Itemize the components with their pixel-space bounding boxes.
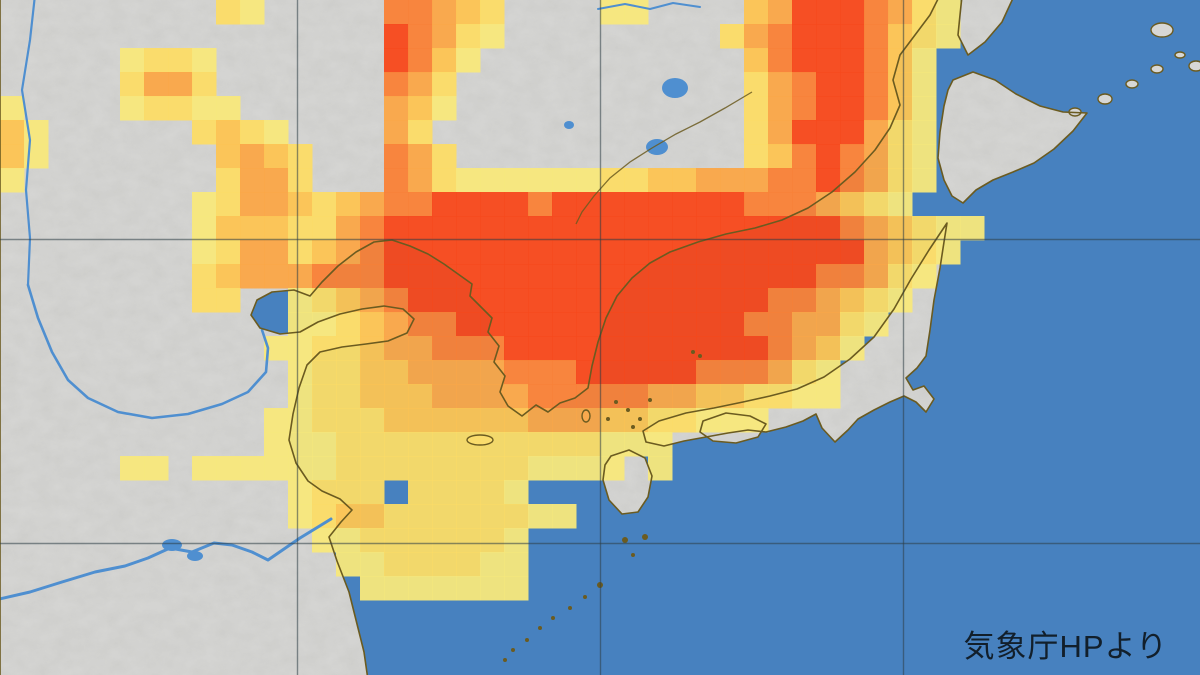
- islet: [626, 408, 630, 412]
- lake: [646, 139, 668, 155]
- islet: [606, 417, 610, 421]
- yellow-river-upper: [20, 0, 36, 287]
- island: [1188, 60, 1200, 72]
- amur-tributary: [597, 2, 701, 10]
- source-label: 気象庁HPより: [964, 629, 1168, 664]
- lake: [187, 551, 203, 561]
- lake: [564, 121, 574, 129]
- coastline-kyushu: [602, 449, 653, 515]
- lake: [162, 539, 182, 551]
- islet: [631, 425, 635, 429]
- islet: [648, 398, 652, 402]
- islet: [698, 354, 702, 358]
- coastline-shikoku: [699, 412, 767, 444]
- coastline-mainland-asia: [0, 0, 939, 675]
- islet: [638, 417, 642, 421]
- island: [1150, 22, 1174, 38]
- islet: [568, 606, 572, 610]
- island: [1097, 93, 1113, 105]
- islet: [614, 400, 618, 404]
- islet: [622, 537, 628, 543]
- yalu-border: [575, 91, 753, 225]
- coastline-honshu: [642, 222, 948, 447]
- yellow-river: [26, 283, 270, 420]
- island: [466, 434, 494, 446]
- islet: [503, 658, 507, 662]
- island: [1150, 64, 1164, 74]
- island: [581, 409, 591, 423]
- islet: [511, 648, 515, 652]
- lake: [662, 78, 688, 98]
- coastline-hokkaido: [937, 71, 1088, 204]
- islet: [631, 553, 635, 557]
- islet: [691, 350, 695, 354]
- coastline-sakhalin: [957, 0, 1014, 56]
- islet: [583, 595, 587, 599]
- islet: [525, 638, 529, 642]
- islet: [538, 626, 542, 630]
- islet: [551, 616, 555, 620]
- island: [1174, 51, 1186, 59]
- island: [1125, 79, 1139, 89]
- islet: [642, 534, 648, 540]
- heatmap-layer: [0, 0, 985, 601]
- island: [1068, 107, 1082, 117]
